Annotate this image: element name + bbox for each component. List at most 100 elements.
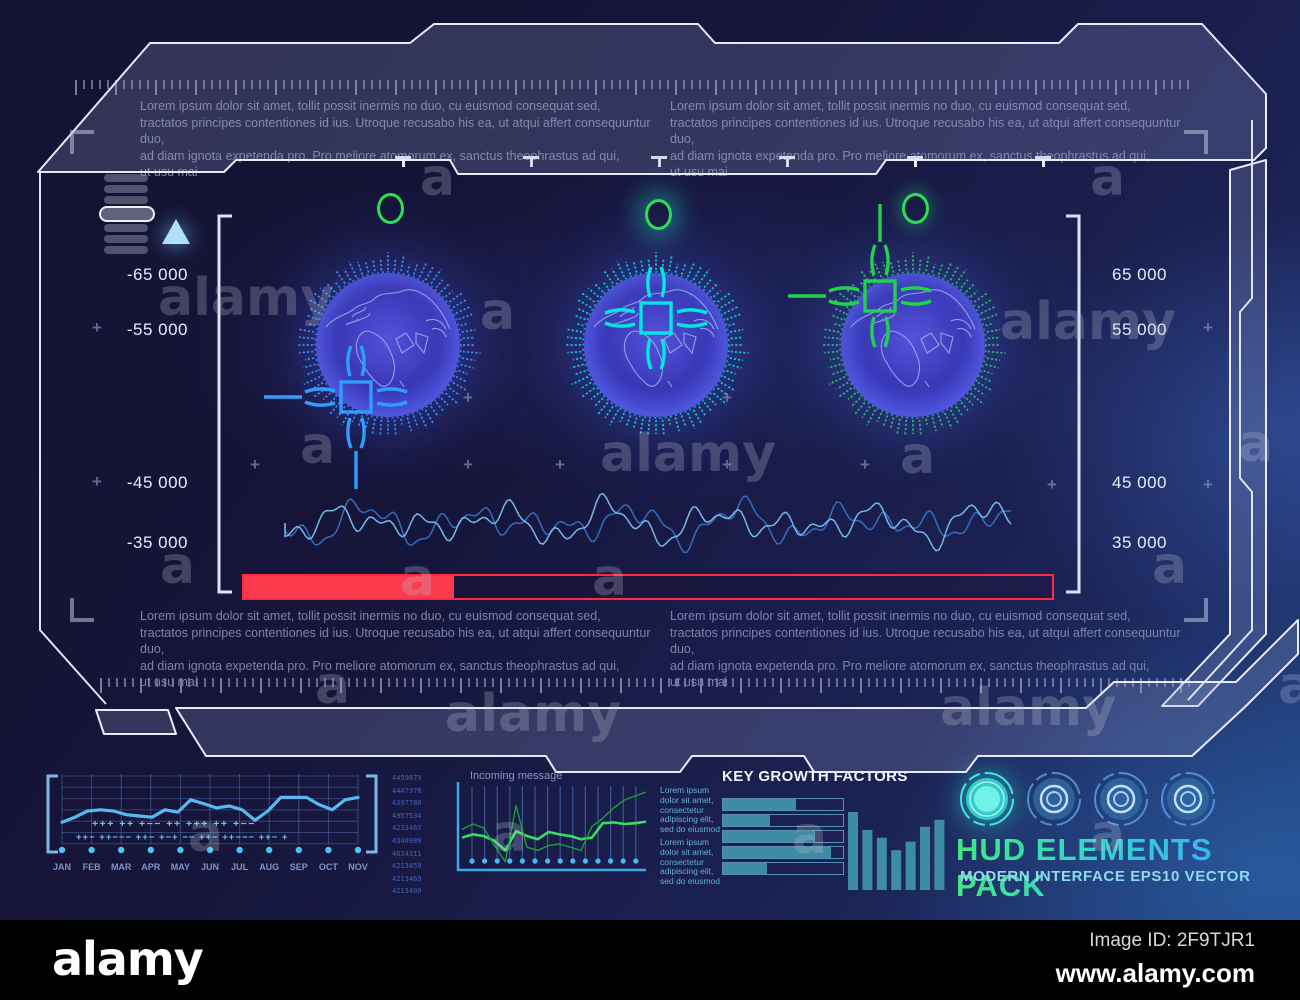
menu-pill[interactable]	[104, 224, 148, 232]
month-label: MAR	[111, 862, 132, 872]
growth-bar-fill	[723, 863, 768, 874]
globe-radar-green	[788, 204, 1023, 455]
t-tick-marker	[779, 156, 795, 167]
t-tick-marker	[395, 156, 411, 167]
alamy-watermark: alamy	[158, 268, 335, 328]
corner-mark-bottom-right	[1184, 598, 1208, 622]
key-growth-factors-panel: KEY GROWTH FACTORS Lorem ipsum dolor sit…	[658, 758, 954, 896]
corner-mark-top-right	[1184, 130, 1208, 154]
alamy-watermark: alamy	[600, 424, 777, 484]
bottom-right-paragraph: Lorem ipsum dolor sit amet, tollit possi…	[670, 609, 1181, 689]
alamy-footer-bar: alamy Image ID: 2F9TJR1 www.alamy.com	[0, 920, 1300, 1000]
plus-mark: +	[463, 455, 473, 474]
scale-right-label: 55 000	[1112, 320, 1167, 339]
growth-columns-chart	[848, 812, 945, 890]
month-label: OCT	[319, 862, 339, 872]
alamy-watermark: a	[792, 806, 828, 866]
column-bar	[876, 837, 887, 890]
hud-dial-icon	[1161, 772, 1215, 826]
pack-title: HUD ELEMENTS PACK	[956, 832, 1300, 904]
growth-side-note: Lorem ipsum dolor sit amet, consectetur …	[660, 837, 721, 887]
column-bar	[862, 829, 873, 890]
corner-mark-bottom-left	[70, 598, 94, 622]
plus-mark: +	[1203, 318, 1213, 337]
globe-tick-ring	[821, 252, 1006, 437]
alamy-watermark: a	[400, 548, 436, 608]
menu-pill-active[interactable]	[99, 206, 155, 222]
month-label: MAY	[171, 862, 190, 872]
month-label: JUN	[201, 862, 219, 872]
column-bar	[891, 850, 902, 890]
scale-right-label: 35 000	[1112, 533, 1167, 552]
frame-top-band	[37, 23, 1267, 175]
plus-mark: +	[463, 388, 473, 407]
t-tick-marker	[907, 156, 923, 167]
top-ruler	[75, 80, 1190, 95]
menu-pill-stack[interactable]	[99, 174, 156, 254]
hud-circle-button[interactable]	[1159, 770, 1217, 828]
growth-bar-fill	[723, 847, 831, 858]
growth-bar-fill	[723, 831, 816, 842]
frame-right-band	[1161, 159, 1267, 707]
menu-pill[interactable]	[104, 174, 148, 182]
pack-subtitle: MODERN INTERFACE EPS10 VECTOR	[960, 868, 1251, 885]
month-label: JUL	[231, 862, 249, 872]
hud-circle-button[interactable]	[1025, 770, 1083, 828]
hud-circle-button[interactable]	[958, 770, 1016, 828]
menu-pill[interactable]	[104, 235, 148, 243]
menu-pill[interactable]	[104, 185, 148, 193]
monthly-trend-chart: JAN FEB MAR APR MAY JUN JUL AUG SEP OCT NOV +++ ++ …	[46, 774, 378, 872]
alamy-website: www.alamy.com	[1055, 958, 1255, 988]
alamy-watermark: a	[300, 416, 336, 476]
alamy-watermark: a	[188, 804, 224, 864]
alamy-logo: alamy	[52, 932, 204, 986]
t-tick-marker	[523, 156, 539, 167]
menu-pill[interactable]	[104, 196, 148, 204]
signal-bright	[461, 820, 647, 852]
target-crosshair	[264, 345, 408, 489]
month-label: SEP	[290, 862, 308, 872]
alamy-watermark: a	[1238, 414, 1274, 474]
month-label: FEB	[83, 862, 102, 872]
status-circle-marker-glow	[645, 199, 672, 230]
plus-mark: +	[92, 472, 102, 491]
plus-mark: +	[722, 388, 732, 407]
growth-bar	[722, 830, 844, 843]
month-label: NOV	[348, 862, 368, 872]
incoming-message-title: Incoming message	[470, 770, 563, 782]
axis-number: 4346989	[392, 836, 422, 845]
alamy-watermark: a	[900, 426, 936, 486]
alamy-watermark: a	[1278, 656, 1300, 716]
target-crosshair	[604, 266, 708, 370]
plus-mark: +	[860, 455, 870, 474]
hud-dial-icon	[1094, 772, 1148, 826]
bottom-left-paragraph: Lorem ipsum dolor sit amet, tollit possi…	[140, 609, 651, 689]
alamy-watermark: a	[160, 536, 196, 596]
axis-number: 4447978	[392, 786, 422, 795]
frame-right-step-line	[1187, 120, 1253, 701]
month-label: AUG	[259, 862, 279, 872]
alamy-watermark: alamy	[445, 684, 622, 744]
alamy-watermark: a	[420, 148, 456, 208]
menu-pill[interactable]	[104, 246, 148, 254]
hud-dial-icon	[1027, 772, 1081, 826]
axis-number: 4213409	[392, 887, 422, 896]
progress-bar-fill	[244, 576, 455, 598]
alamy-watermark: a	[592, 548, 628, 608]
globe-radar-cyan	[546, 235, 766, 455]
alamy-watermark: alamy	[1000, 292, 1177, 352]
column-bar	[905, 841, 916, 890]
status-circle-marker	[377, 193, 404, 224]
scale-left-label: -55 000	[126, 320, 188, 339]
top-left-paragraph: Lorem ipsum dolor sit amet, tollit possi…	[140, 98, 660, 181]
alamy-watermark: a	[315, 656, 351, 716]
t-tick-marker	[651, 156, 667, 167]
axis-number: 4397780	[392, 799, 422, 808]
hud-circle-button[interactable]	[1092, 770, 1150, 828]
annotation-row: +++ ++ +−− ++ +++ ++ +−−	[92, 818, 256, 830]
progress-bar[interactable]	[242, 574, 1054, 600]
globe-tick-ring	[296, 252, 481, 437]
growth-bar	[722, 846, 844, 859]
month-label: JAN	[53, 862, 71, 872]
image-id-label: Image ID: 2F9TJR1	[1089, 930, 1255, 951]
